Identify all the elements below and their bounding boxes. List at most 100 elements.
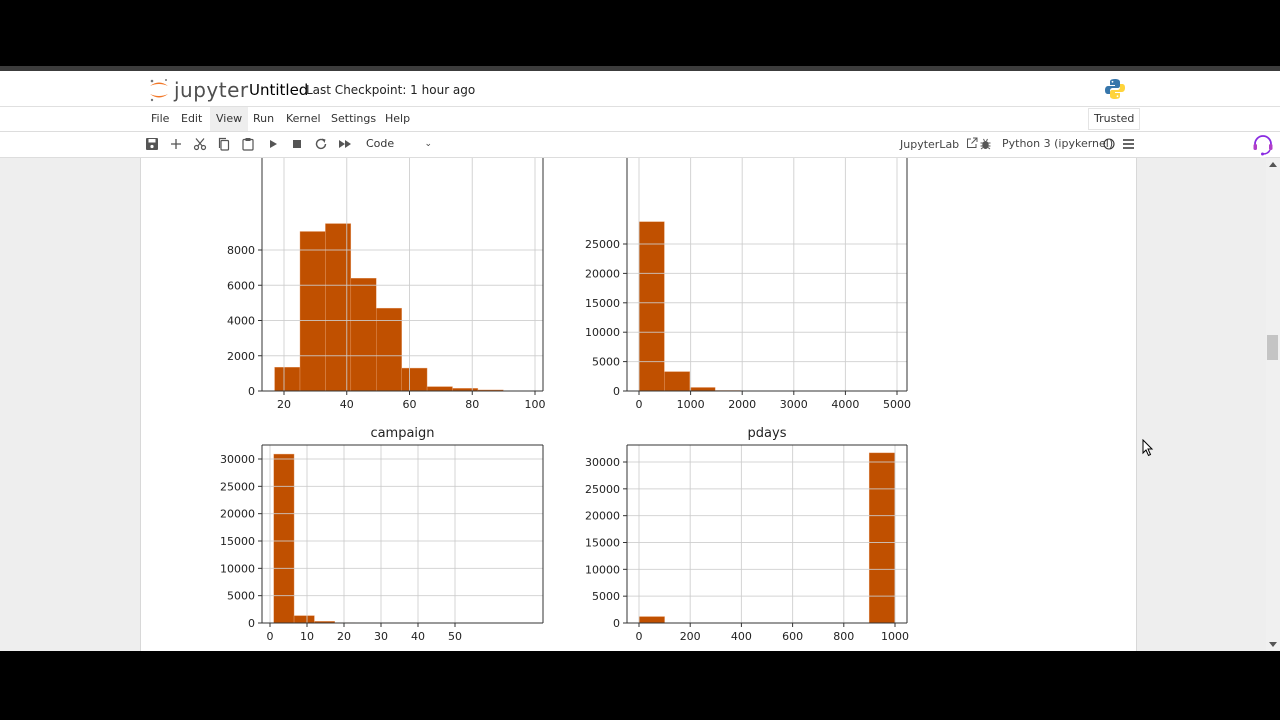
x-tick-label: 2000	[728, 398, 756, 411]
scissors-icon	[193, 138, 207, 151]
histogram-bar	[689, 387, 716, 391]
debugger-bug-icon[interactable]	[980, 138, 991, 150]
restart-icon	[315, 138, 327, 150]
x-tick-label: 60	[403, 398, 417, 411]
notebook-title[interactable]: Untitled	[249, 81, 309, 99]
restart-button[interactable]	[314, 137, 328, 151]
restart-run-all-button[interactable]	[338, 137, 352, 151]
x-tick-label: 30	[374, 630, 388, 643]
scroll-up-arrow-icon[interactable]	[1269, 162, 1277, 167]
y-tick-label: 0	[613, 385, 620, 398]
save-button[interactable]	[145, 137, 159, 151]
x-tick-label: 0	[636, 630, 643, 643]
y-tick-label: 5000	[227, 590, 255, 603]
histogram-bar	[299, 231, 326, 391]
insert-cell-button[interactable]	[169, 137, 183, 151]
jupyter-logo-text: jupyter	[174, 78, 249, 102]
x-tick-label: 40	[340, 398, 354, 411]
menu-view[interactable]: View	[210, 107, 249, 131]
x-tick-label: 40	[411, 630, 425, 643]
mouse-cursor-icon	[1142, 439, 1154, 457]
histogram-bar	[452, 388, 479, 391]
menu-help[interactable]: Help	[385, 112, 411, 125]
x-tick-label: 20	[277, 398, 291, 411]
histogram-bar	[376, 307, 402, 391]
cell-type-select[interactable]: Code ⌄	[362, 135, 436, 153]
histogram-bar	[274, 367, 301, 391]
copy-button[interactable]	[217, 137, 231, 151]
y-tick-label: 25000	[220, 480, 255, 493]
histogram-bar	[426, 386, 453, 391]
menu-settings[interactable]: Settings	[331, 112, 377, 125]
x-tick-label: 3000	[780, 398, 808, 411]
interrupt-button[interactable]	[290, 137, 304, 151]
vertical-scrollbar[interactable]	[1266, 158, 1280, 651]
x-tick-label: 600	[782, 630, 803, 643]
external-link-icon	[966, 137, 978, 148]
y-tick-label: 30000	[220, 453, 255, 466]
histogram-campaign: 0 5000 10000 15000 20000 25000 30000 0 10 20 30 40 5…	[220, 426, 544, 643]
x-tick-label: 400	[731, 630, 752, 643]
jupyter-logo[interactable]: jupyter	[148, 77, 249, 103]
open-jupyterlab-link[interactable]: JupyterLab	[900, 137, 978, 151]
x-tick-label: 0	[636, 398, 643, 411]
y-tick-label: 6000	[227, 279, 255, 292]
y-tick-label: 5000	[592, 590, 620, 603]
histogram-bar	[868, 452, 895, 623]
y-tick-label: 10000	[585, 326, 620, 339]
scroll-down-arrow-icon[interactable]	[1269, 642, 1277, 647]
x-tick-label: 1000	[677, 398, 705, 411]
histogram-bar	[638, 616, 665, 623]
menu-edit[interactable]: Edit	[181, 112, 203, 125]
plus-icon	[171, 139, 181, 149]
y-tick-label: 4000	[227, 315, 255, 328]
paste-icon	[242, 138, 254, 151]
y-tick-label: 15000	[585, 537, 620, 550]
x-tick-label: 50	[448, 630, 462, 643]
x-tick-label: 100	[525, 398, 546, 411]
menu-run[interactable]: Run	[253, 112, 275, 125]
scrollbar-thumb[interactable]	[1267, 335, 1278, 360]
headset-assistant-icon[interactable]	[1250, 132, 1276, 158]
x-tick-label: 80	[465, 398, 479, 411]
kernel-name[interactable]: Python 3 (ipykernel)	[1002, 137, 1114, 150]
run-button[interactable]	[266, 137, 280, 151]
notebook-header: jupyter Untitled Last Checkpoint: 1 hour…	[0, 71, 1280, 107]
stop-icon	[293, 140, 301, 148]
trusted-badge[interactable]: Trusted	[1088, 108, 1141, 130]
y-tick-label: 15000	[585, 297, 620, 310]
histogram-bar	[638, 221, 665, 391]
cut-button[interactable]	[193, 137, 207, 151]
hamburger-menu-icon[interactable]	[1123, 139, 1134, 149]
x-tick-label: 800	[833, 630, 854, 643]
menu-kernel[interactable]: Kernel	[286, 112, 321, 125]
python-logo-icon	[1105, 79, 1125, 99]
x-tick-label: 0	[267, 630, 274, 643]
y-tick-label: 5000	[592, 356, 620, 369]
y-tick-label: 0	[248, 617, 255, 630]
save-icon	[146, 138, 158, 150]
histogram-bar	[477, 389, 504, 391]
paste-button[interactable]	[241, 137, 255, 151]
kernel-idle-circle-icon	[1103, 138, 1115, 150]
y-tick-label: 2000	[227, 350, 255, 363]
x-tick-label: 10	[300, 630, 314, 643]
histogram-duration: 0 5000 10000 15000 20000 25000 0 1000 2000 3000 40…	[585, 158, 911, 411]
y-tick-label: 10000	[220, 562, 255, 575]
checkpoint-status: Last Checkpoint: 1 hour ago	[306, 83, 476, 97]
y-tick-label: 8000	[227, 244, 255, 257]
menu-file[interactable]: File	[151, 112, 170, 125]
histogram-bar	[273, 453, 295, 623]
jupyter-window: jupyter Untitled Last Checkpoint: 1 hour…	[0, 66, 1280, 651]
y-tick-label: 25000	[585, 238, 620, 251]
y-tick-label: 20000	[220, 508, 255, 521]
y-tick-label: 20000	[585, 510, 620, 523]
histogram-bar	[293, 615, 315, 623]
x-tick-label: 200	[680, 630, 701, 643]
chevron-down-icon: ⌄	[424, 139, 432, 149]
x-tick-label: 4000	[831, 398, 859, 411]
histogram-bar	[401, 367, 428, 391]
jupyterlab-label: JupyterLab	[900, 138, 960, 151]
histogram-age: 0 2000 4000 6000 8000 20 40 60 80 100	[227, 158, 546, 411]
y-tick-label: 0	[613, 617, 620, 630]
